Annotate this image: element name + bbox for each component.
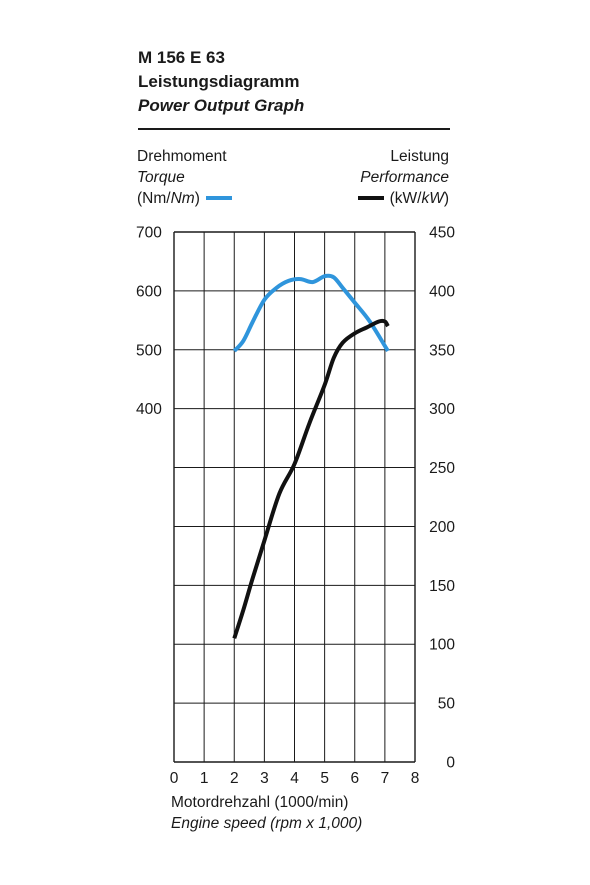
x-axis-title: Motordrehzahl (1000/min) Engine speed (r… xyxy=(171,792,362,834)
left-tick-label: 400 xyxy=(136,401,162,418)
left-unit-close: ) xyxy=(194,190,200,207)
x-tick-label: 7 xyxy=(381,770,390,787)
right-tick-label: 200 xyxy=(429,519,455,536)
right-axis-label-de: Leistung xyxy=(390,148,449,165)
x-tick-label: 3 xyxy=(260,770,269,787)
right-tick-label: 250 xyxy=(429,460,455,477)
right-tick-label: 50 xyxy=(438,696,456,713)
right-axis-unit: (kW/kW) xyxy=(357,188,449,209)
engine-code: M 156 E 63 xyxy=(138,48,225,67)
right-unit-open: (kW/ xyxy=(389,190,422,207)
chart-title-de: Leistungsdiagramm xyxy=(138,72,300,91)
torque-legend-swatch xyxy=(205,195,232,200)
torque-line xyxy=(232,273,390,353)
left-axis-label-en: Torque xyxy=(137,169,185,186)
x-tick-label: 0 xyxy=(170,770,179,787)
right-tick-label: 100 xyxy=(429,637,455,654)
right-unit-italic: kW xyxy=(421,190,444,207)
x-tick-label: 8 xyxy=(411,770,420,787)
left-tick-label: 500 xyxy=(136,342,162,359)
right-tick-label: 300 xyxy=(429,401,455,418)
right-tick-label: 0 xyxy=(446,755,455,772)
x-tick-label: 1 xyxy=(200,770,209,787)
right-tick-label: 400 xyxy=(429,283,455,300)
right-axis-legend: Leistung Performance (kW/kW) xyxy=(357,146,449,209)
x-tick-label: 2 xyxy=(230,770,239,787)
x-axis-label-de: Motordrehzahl (1000/min) xyxy=(171,794,349,811)
x-tick-label: 5 xyxy=(320,770,329,787)
chart-title-en: Power Output Graph xyxy=(138,96,305,115)
power-legend-swatch xyxy=(357,195,384,200)
right-tick-label: 450 xyxy=(429,225,455,242)
x-tick-label: 4 xyxy=(290,770,299,787)
left-tick-label: 600 xyxy=(136,283,162,300)
power-line xyxy=(232,318,390,639)
right-axis-label-en: Performance xyxy=(360,169,449,186)
left-tick-label: 700 xyxy=(136,225,162,242)
left-unit-italic: Nm xyxy=(170,190,195,207)
chart-title-block: M 156 E 63 Leistungsdiagramm Power Outpu… xyxy=(138,46,304,118)
right-unit-close: ) xyxy=(443,190,449,207)
title-rule xyxy=(138,128,450,130)
left-axis-label-de: Drehmoment xyxy=(137,148,227,165)
right-tick-label: 150 xyxy=(429,578,455,595)
right-tick-label: 350 xyxy=(429,342,455,359)
left-axis-legend: Drehmoment Torque (Nm/Nm) xyxy=(137,146,232,209)
left-axis-unit: (Nm/Nm) xyxy=(137,188,232,209)
x-tick-label: 6 xyxy=(350,770,359,787)
x-axis-label-en: Engine speed (rpm x 1,000) xyxy=(171,815,363,832)
left-unit-open: (Nm/ xyxy=(137,190,171,207)
